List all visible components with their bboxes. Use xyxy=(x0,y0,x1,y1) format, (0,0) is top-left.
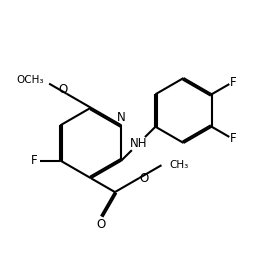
Text: OCH₃: OCH₃ xyxy=(16,75,43,85)
Text: O: O xyxy=(139,172,148,185)
Text: O: O xyxy=(97,218,106,231)
Text: F: F xyxy=(31,154,38,167)
Text: F: F xyxy=(230,132,236,145)
Text: N: N xyxy=(117,111,126,124)
Text: O: O xyxy=(58,83,68,96)
Text: F: F xyxy=(230,76,236,89)
Text: NH: NH xyxy=(130,137,147,150)
Text: CH₃: CH₃ xyxy=(169,160,188,170)
